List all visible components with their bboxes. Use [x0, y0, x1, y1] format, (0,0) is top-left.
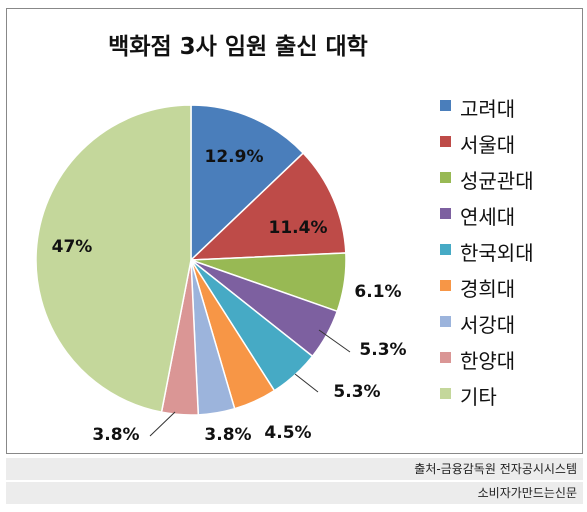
legend-label: 한양대 [460, 349, 515, 373]
source-credit: 출처-금융감독원 전자공시시스템 [6, 458, 583, 480]
publisher-credit: 소비자가만드는신문 [6, 482, 583, 504]
data-label: 6.1% [354, 282, 401, 302]
legend-swatch [440, 388, 451, 399]
legend-swatch [440, 172, 451, 183]
chart-title: 백화점 3사 임원 출신 대학 [108, 34, 368, 60]
pie-slice-기타 [35, 104, 192, 414]
data-label: 3.8% [92, 425, 139, 445]
pie-slice-고려대 [190, 104, 305, 262]
pie-slices [35, 104, 347, 416]
legend-label: 한국외대 [460, 241, 534, 265]
legend-label: 기타 [460, 385, 497, 409]
data-label: 11.4% [269, 218, 328, 238]
leader-line [149, 411, 176, 437]
data-label: 47% [52, 237, 93, 257]
data-labels: 12.9% 11.4% 6.1% 5.3% 5.3% 4.5% 3.8% 3.8% 47% [52, 147, 407, 445]
legend-swatch [440, 316, 451, 327]
data-label: 12.9% [205, 147, 264, 167]
legend-swatch [440, 100, 451, 111]
legend-swatch [440, 136, 451, 147]
legend-swatch [440, 208, 451, 219]
data-label: 4.5% [264, 423, 311, 443]
leader-line [318, 329, 351, 353]
legend-label: 고려대 [460, 97, 515, 121]
data-label: 3.8% [204, 425, 251, 445]
leader-line [294, 373, 319, 393]
legend-label: 서울대 [460, 133, 515, 157]
legend-swatch [440, 352, 451, 363]
legend-label: 성균관대 [460, 169, 534, 193]
legend-label: 경희대 [460, 277, 515, 301]
legend-label: 서강대 [460, 313, 515, 337]
legend-label: 연세대 [460, 205, 515, 229]
legend-swatch [440, 244, 451, 255]
legend-swatch [440, 280, 451, 291]
leader-lines [149, 329, 351, 437]
data-label: 5.3% [359, 340, 406, 360]
pie-slice-서울대 [189, 152, 347, 261]
data-label: 5.3% [333, 382, 380, 402]
